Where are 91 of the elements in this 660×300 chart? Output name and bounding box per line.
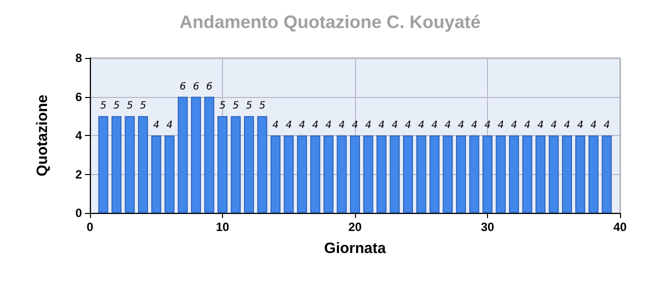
- bar: [376, 136, 386, 213]
- bar: [536, 136, 546, 213]
- data-label: 5: [232, 100, 239, 112]
- bar: [602, 136, 612, 213]
- bar: [151, 136, 162, 213]
- data-label: 4: [312, 120, 318, 131]
- data-label: 4: [537, 120, 544, 131]
- data-label: 4: [286, 120, 292, 131]
- bar: [548, 136, 559, 213]
- x-tick-label: 10: [216, 220, 230, 234]
- data-label: 4: [484, 120, 491, 131]
- y-axis-title: Quotazione: [34, 94, 51, 176]
- data-label: 4: [325, 120, 332, 131]
- bar: [244, 116, 254, 213]
- bar: [509, 136, 519, 213]
- data-label: 4: [392, 120, 398, 131]
- chart-title: Andamento Quotazione C. Kouyaté: [179, 12, 481, 32]
- data-label: 6: [180, 81, 186, 92]
- bar: [204, 96, 214, 213]
- x-tick-label: 20: [348, 220, 362, 234]
- bar: [230, 116, 241, 213]
- data-label: 4: [338, 120, 345, 131]
- data-label: 4: [550, 120, 557, 131]
- data-label: 4: [458, 120, 464, 131]
- bar: [257, 116, 268, 213]
- bar: [336, 136, 347, 213]
- data-label: 4: [444, 120, 451, 131]
- bar: [284, 136, 294, 213]
- x-axis-title: Giornata: [324, 240, 386, 257]
- y-tick-label: 8: [75, 51, 82, 65]
- bar: [297, 136, 307, 213]
- bar: [270, 136, 280, 213]
- y-tick-label: 2: [75, 167, 82, 182]
- data-label: 4: [524, 120, 530, 131]
- data-label: 4: [272, 120, 279, 131]
- data-label: 5: [259, 100, 266, 112]
- bar: [430, 136, 440, 213]
- bar: [403, 136, 413, 213]
- data-label: 4: [431, 120, 438, 131]
- bar: [482, 136, 492, 213]
- data-label: 4: [590, 120, 597, 131]
- x-tick-label: 30: [480, 220, 494, 234]
- bar: [98, 116, 108, 213]
- bar: [138, 116, 148, 213]
- x-tick-label: 40: [613, 220, 627, 234]
- bar: [218, 116, 228, 213]
- data-label: 4: [298, 120, 306, 131]
- data-label: 5: [100, 100, 106, 112]
- data-label: 4: [365, 120, 372, 131]
- data-label: 5: [113, 100, 120, 112]
- data-label: 4: [471, 120, 478, 131]
- bar: [363, 136, 374, 213]
- data-label: 5: [219, 100, 226, 112]
- bar: [416, 136, 426, 213]
- bar: [324, 136, 334, 213]
- bar: [456, 136, 466, 213]
- data-label: 6: [206, 81, 212, 92]
- data-label: 4: [153, 120, 160, 131]
- bar: [178, 96, 188, 213]
- bar: [191, 96, 201, 213]
- data-label: 4: [510, 120, 518, 131]
- bar: [496, 136, 506, 213]
- data-label: 4: [564, 120, 570, 131]
- data-label: 5: [126, 100, 133, 112]
- bar: [310, 136, 320, 213]
- data-label: 4: [404, 120, 412, 131]
- bar: [112, 116, 122, 213]
- bar: [575, 136, 586, 213]
- bar: [390, 136, 400, 213]
- data-label: 4: [498, 120, 504, 131]
- bar: [124, 116, 135, 213]
- x-tick-label: 0: [86, 220, 94, 234]
- data-label: 4: [378, 120, 385, 131]
- data-label: 4: [604, 120, 610, 131]
- y-tick-label: 0: [75, 206, 82, 220]
- bar: [562, 136, 572, 213]
- bar: [164, 136, 174, 213]
- bar: [588, 136, 598, 213]
- data-label: 5: [246, 100, 252, 112]
- bar: [442, 136, 453, 213]
- data-label: 4: [166, 120, 173, 131]
- data-label: 4: [577, 120, 584, 131]
- y-tick-label: 6: [75, 90, 82, 104]
- data-label: 4: [418, 120, 424, 131]
- data-label: 5: [140, 100, 146, 112]
- bar: [522, 136, 532, 213]
- data-label: 6: [192, 81, 200, 92]
- bar: [350, 136, 360, 213]
- data-label: 4: [352, 120, 358, 131]
- bar: [469, 136, 480, 213]
- y-tick-label: 4: [75, 128, 82, 142]
